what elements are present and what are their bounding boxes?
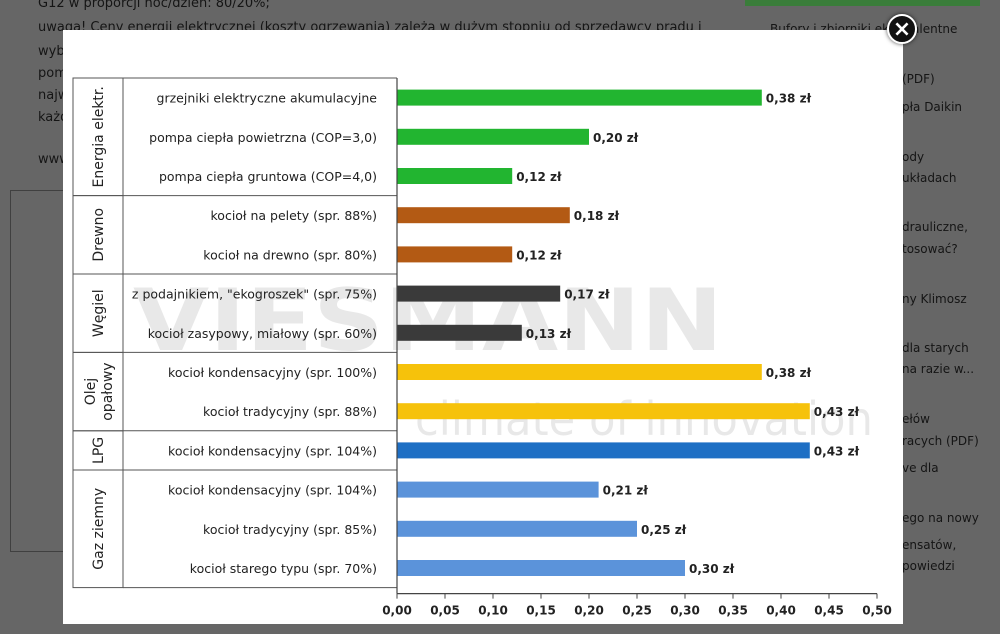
bar bbox=[397, 481, 599, 498]
value-label: 0,13 zł bbox=[526, 327, 572, 341]
group-label: Olejopałowy bbox=[83, 362, 116, 420]
value-label: 0,38 zł bbox=[766, 92, 812, 106]
bar bbox=[397, 168, 513, 184]
bar bbox=[397, 285, 561, 302]
bar bbox=[397, 324, 522, 341]
group-label: Węgiel bbox=[91, 289, 107, 337]
value-label: 0,30 zł bbox=[689, 562, 735, 576]
background-text-line: najw bbox=[38, 88, 69, 103]
x-tick-label: 0,10 bbox=[478, 604, 508, 618]
x-tick-label: 0,00 bbox=[382, 604, 412, 618]
group-label: Drewno bbox=[91, 208, 107, 262]
lightbox-image: VIESMANN climate of innovation Energia e… bbox=[63, 30, 903, 624]
x-tick-label: 0,25 bbox=[622, 604, 652, 618]
bar bbox=[397, 207, 570, 224]
bar bbox=[397, 442, 810, 459]
heating-cost-chart: VIESMANN climate of innovation Energia e… bbox=[72, 77, 892, 618]
sidebar-link[interactable]: ve dla bbox=[902, 461, 939, 475]
value-label: 0,18 zł bbox=[574, 209, 620, 223]
bar bbox=[397, 246, 513, 263]
group-box bbox=[72, 469, 124, 589]
background-text-line: www bbox=[38, 152, 70, 167]
category-label: pompa ciepła powietrzna (COP=3,0) bbox=[149, 130, 377, 145]
value-label: 0,38 zł bbox=[766, 366, 812, 380]
sidebar-link[interactable]: ny Klimosz bbox=[902, 292, 967, 306]
category-label: kocioł tradycyjny (spr. 85%) bbox=[203, 522, 377, 537]
value-label: 0,21 zł bbox=[603, 484, 649, 498]
category-label: kocioł kondensacyjny (spr. 104%) bbox=[168, 443, 377, 458]
group-label: Gaz ziemny bbox=[91, 488, 107, 570]
background-text-line: wyb bbox=[38, 44, 65, 59]
x-tick-label: 0,45 bbox=[814, 604, 844, 618]
sidebar-link[interactable]: drauliczne, bbox=[902, 220, 968, 234]
category-label: kocioł kondensacyjny (spr. 104%) bbox=[168, 483, 377, 498]
bar bbox=[397, 364, 762, 380]
sidebar-link[interactable]: na razie w... bbox=[902, 362, 975, 376]
category-label: pompa ciepła gruntowa (COP=4,0) bbox=[159, 169, 377, 184]
sidebar-link[interactable]: ełów bbox=[902, 412, 930, 426]
category-label: z podajnikiem, "ekogroszek" (spr. 75%) bbox=[132, 287, 377, 302]
bar bbox=[397, 560, 685, 576]
x-tick-label: 0,20 bbox=[574, 604, 604, 618]
category-label: kocioł zasypowy, miałowy (spr. 60%) bbox=[148, 326, 377, 341]
x-tick-label: 0,40 bbox=[766, 604, 796, 618]
close-button[interactable]: × bbox=[887, 14, 917, 44]
x-tick-label: 0,50 bbox=[862, 604, 892, 618]
close-icon: × bbox=[892, 17, 912, 42]
background-sidebar-header bbox=[745, 0, 980, 6]
bar bbox=[397, 128, 589, 145]
category-label: kocioł starego typu (spr. 70%) bbox=[190, 561, 377, 576]
sidebar-link[interactable]: racych (PDF) bbox=[902, 434, 979, 448]
category-label: kocioł tradycyjny (spr. 88%) bbox=[203, 404, 377, 419]
sidebar-link[interactable]: tosować? bbox=[902, 242, 958, 256]
group-label: Energia elektr. bbox=[91, 86, 107, 187]
sidebar-link[interactable]: dla starych bbox=[902, 341, 969, 355]
background-text-line: każd bbox=[38, 110, 69, 125]
x-tick-label: 0,05 bbox=[430, 604, 460, 618]
value-label: 0,43 zł bbox=[814, 444, 860, 458]
bar bbox=[397, 520, 637, 537]
category-label: kocioł kondensacyjny (spr. 100%) bbox=[168, 365, 377, 380]
value-label: 0,20 zł bbox=[593, 131, 639, 145]
value-label: 0,25 zł bbox=[641, 523, 687, 537]
background-text-line: G12 w proporcji noc/dzień: 80/20%; bbox=[38, 0, 270, 11]
sidebar-link[interactable]: (PDF) bbox=[902, 72, 935, 86]
sidebar-link[interactable]: powiedzi bbox=[902, 559, 955, 573]
sidebar-link[interactable]: pła Daikin bbox=[902, 100, 963, 114]
group-label: LPG bbox=[91, 437, 107, 464]
x-tick-label: 0,30 bbox=[670, 604, 700, 618]
category-label: kocioł na drewno (spr. 80%) bbox=[203, 247, 377, 262]
value-label: 0,12 zł bbox=[516, 248, 562, 262]
category-label: kocioł na pelety (spr. 88%) bbox=[211, 208, 378, 223]
x-tick-label: 0,15 bbox=[526, 604, 556, 618]
category-label: grzejniki elektryczne akumulacyjne bbox=[157, 91, 378, 106]
value-label: 0,43 zł bbox=[814, 405, 860, 419]
value-label: 0,17 zł bbox=[564, 288, 610, 302]
sidebar-link[interactable]: układach bbox=[902, 171, 957, 185]
sidebar-link[interactable]: ody bbox=[902, 150, 925, 164]
x-tick-label: 0,35 bbox=[718, 604, 748, 618]
bar bbox=[397, 89, 762, 106]
sidebar-link[interactable]: ensatów, bbox=[902, 538, 957, 552]
bar bbox=[397, 403, 810, 420]
sidebar-link[interactable]: ego na nowy bbox=[902, 511, 979, 525]
value-label: 0,12 zł bbox=[516, 170, 562, 184]
background-text-line: pom bbox=[38, 66, 67, 81]
